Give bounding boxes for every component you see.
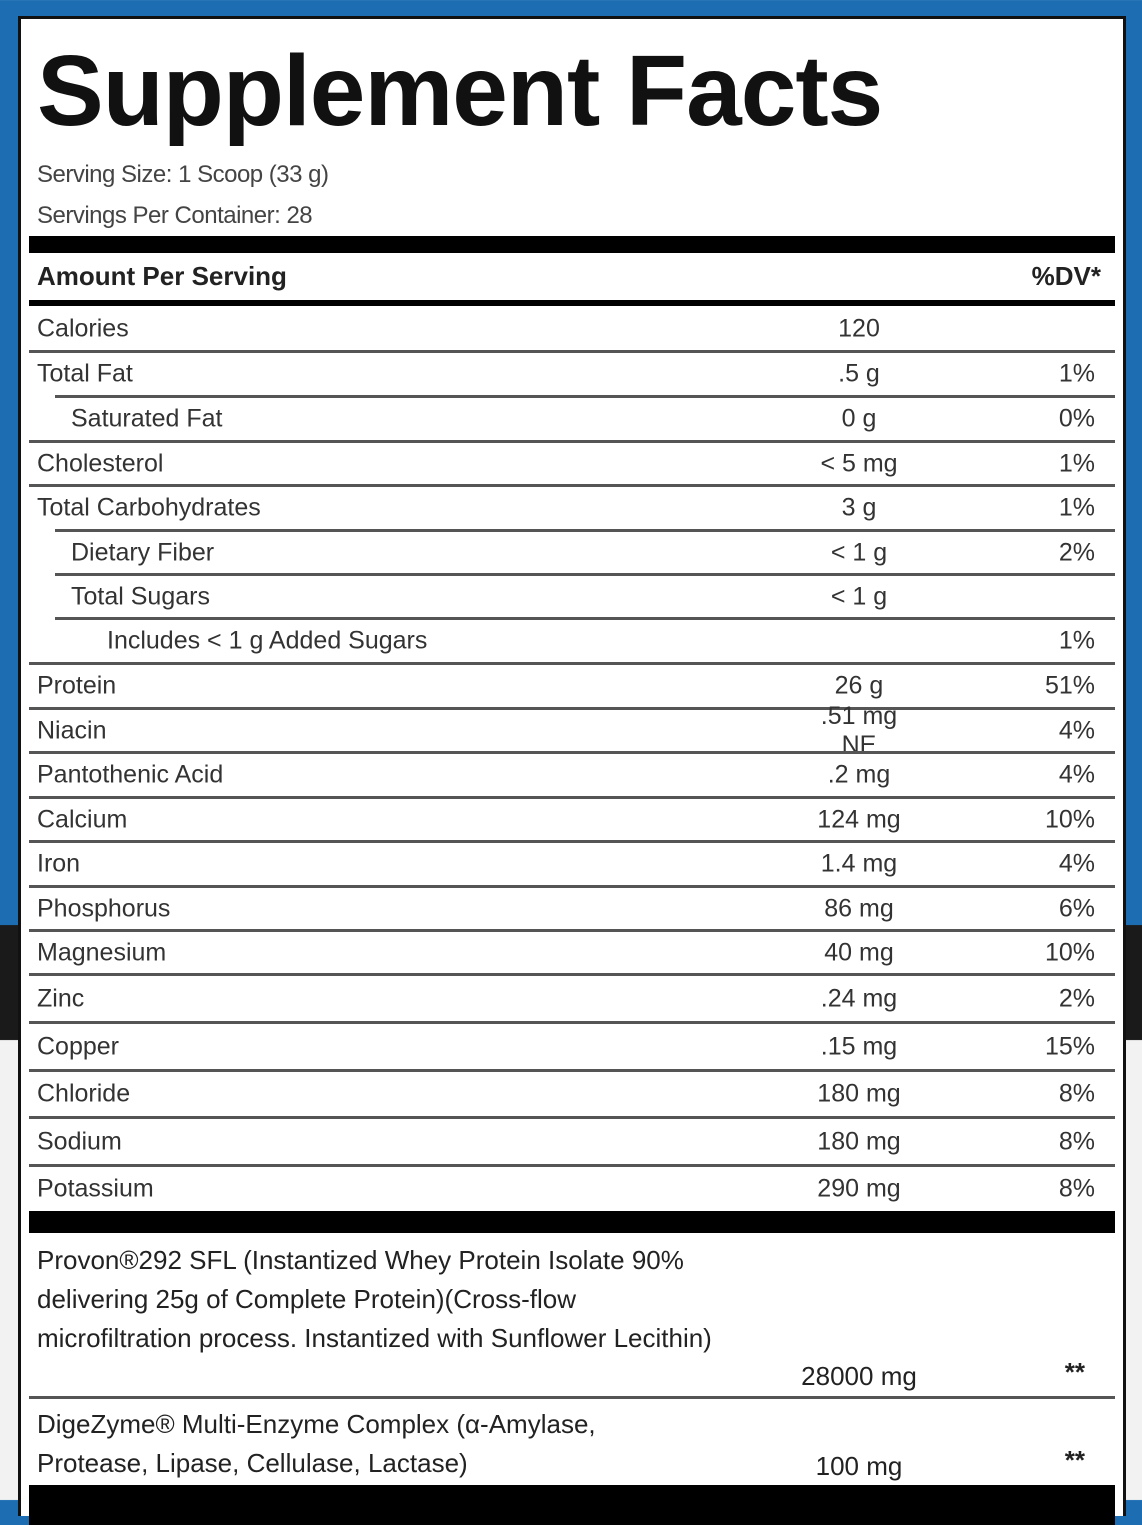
nutrient-name: Pantothenic Acid [37, 760, 224, 789]
blend-amount: 100 mg [815, 1451, 903, 1481]
nutrient-dv: 10% [1044, 938, 1095, 966]
nutrient-amount: < 1 g [830, 538, 888, 566]
nutrient-name: Potassium [37, 1174, 154, 1203]
thick-divider [29, 1485, 1115, 1525]
nutrient-row: Chloride 180 mg 8% [29, 1069, 1115, 1116]
serving-size: Serving Size: 1 Scoop (33 g) [37, 161, 329, 188]
servings-per-container: Servings Per Container: 28 [37, 202, 313, 229]
nutrient-dv: 4% [1058, 716, 1095, 744]
nutrient-name: Protein [37, 671, 117, 700]
blend-dv: ** [1064, 1357, 1085, 1387]
nutrient-row: Total Fat .5 g 1% [29, 350, 1115, 395]
table-header: Amount Per Serving %DV* [37, 261, 1101, 292]
nutrient-dv: 1% [1058, 493, 1095, 522]
nutrient-name: Copper [37, 1032, 119, 1060]
nutrient-row: Includes < 1 g Added Sugars 1% [55, 617, 1115, 662]
nutrient-amount: 180 mg [817, 1127, 901, 1155]
nutrient-dv: 8% [1058, 1127, 1095, 1155]
nutrient-name: Calcium [37, 805, 128, 833]
nutrient-row: Iron 1.4 mg 4% [29, 840, 1115, 885]
nutrient-row: Total Carbohydrates 3 g 1% [29, 484, 1115, 529]
nutrient-dv: 4% [1058, 849, 1095, 878]
nutrient-dv: 8% [1058, 1079, 1095, 1108]
nutrient-name: Total Fat [37, 359, 133, 388]
nutrient-name: Calories [37, 314, 129, 343]
nutrient-row: Calories 120 [29, 308, 1115, 350]
nutrient-dv: 2% [1058, 538, 1095, 566]
nutrient-row: Cholesterol < 5 mg 1% [29, 440, 1115, 484]
nutrient-amount: .15 mg [820, 1032, 898, 1060]
nutrient-amount: 124 mg [817, 805, 901, 833]
label-title: Supplement Facts [37, 35, 883, 147]
blend-name: Provon®292 SFL (Instantized Whey Protein… [37, 1245, 712, 1353]
nutrient-dv: 4% [1058, 760, 1095, 789]
nutrient-name: Phosphorus [37, 894, 171, 922]
blend-row: Provon®292 SFL (Instantized Whey Protein… [29, 1239, 1115, 1396]
nutrient-name: Dietary Fiber [71, 538, 215, 566]
nutrient-name: Total Sugars [71, 582, 210, 610]
nutrient-name: Chloride [37, 1079, 131, 1108]
blend-amount: 28000 mg [801, 1361, 917, 1391]
nutrient-dv: 15% [1044, 1032, 1095, 1060]
nutrient-amount: 40 mg [824, 938, 894, 966]
nutrient-row: Niacin .51 mg NE 4% [29, 702, 1115, 759]
nutrient-name: Iron [37, 849, 81, 878]
nutrient-name: Zinc [37, 984, 85, 1012]
nutrient-row: Saturated Fat 0 g 0% [55, 395, 1115, 440]
nutrient-amount: < 1 g [830, 582, 888, 610]
nutrient-dv: 8% [1058, 1174, 1095, 1203]
nutrient-row: Potassium 290 mg 8% [29, 1164, 1115, 1211]
nutrient-amount: 26 g [834, 671, 884, 700]
thick-divider [29, 236, 1115, 253]
nutrient-amount: .5 g [838, 359, 880, 388]
nutrient-amount: 0 g [841, 404, 877, 433]
nutrient-dv: 1% [1058, 359, 1095, 388]
nutrient-amount: 86 mg [824, 894, 894, 922]
nutrient-amount: 3 g [841, 493, 877, 522]
medium-divider [29, 300, 1115, 306]
nutrient-row: Protein 26 g 51% [29, 662, 1115, 707]
nutrient-row: Total Sugars < 1 g [55, 573, 1115, 617]
nutrient-row: Phosphorus 86 mg 6% [29, 885, 1115, 929]
nutrient-row: Sodium 180 mg 8% [29, 1116, 1115, 1164]
nutrient-amount: < 5 mg [820, 449, 898, 477]
nutrient-name: Niacin [37, 716, 107, 744]
nutrient-name: Magnesium [37, 938, 167, 966]
nutrient-name: Total Carbohydrates [37, 493, 261, 522]
nutrient-name: Cholesterol [37, 449, 164, 477]
nutrient-row: Dietary Fiber < 1 g 2% [55, 529, 1115, 573]
nutrient-row: Pantothenic Acid .2 mg 4% [29, 751, 1115, 796]
nutrient-dv: 0% [1058, 404, 1095, 433]
nutrient-amount: 180 mg [817, 1079, 901, 1108]
nutrient-row: Copper .15 mg 15% [29, 1021, 1115, 1069]
nutrient-amount: 120 [838, 314, 880, 343]
nutrient-row: Zinc .24 mg 2% [29, 973, 1115, 1021]
nutrient-dv: 51% [1044, 671, 1095, 700]
blend-row: DigeZyme® Multi-Enzyme Complex (α-Amylas… [29, 1396, 1115, 1486]
nutrient-amount: .24 mg [820, 984, 898, 1012]
blend-name: DigeZyme® Multi-Enzyme Complex (α-Amylas… [37, 1409, 596, 1478]
nutrient-amount: .2 mg [827, 760, 891, 789]
nutrient-dv: 10% [1044, 805, 1095, 833]
amount-per-serving-heading: Amount Per Serving [37, 261, 287, 291]
nutrient-dv: 1% [1058, 626, 1095, 655]
nutrient-name: Saturated Fat [71, 404, 223, 433]
dv-heading: %DV* [1031, 261, 1101, 291]
thick-divider [29, 1211, 1115, 1233]
nutrient-row: Magnesium 40 mg 10% [29, 929, 1115, 973]
supplement-facts-label: Supplement Facts Serving Size: 1 Scoop (… [18, 16, 1126, 1525]
nutrient-row: Calcium 124 mg 10% [29, 796, 1115, 840]
nutrient-dv: 2% [1058, 984, 1095, 1012]
nutrient-name: Includes < 1 g Added Sugars [107, 626, 428, 655]
nutrient-dv: 6% [1058, 894, 1095, 922]
nutrient-name: Sodium [37, 1127, 122, 1155]
nutrient-amount: 290 mg [817, 1174, 901, 1203]
blend-dv: ** [1064, 1445, 1085, 1475]
nutrient-dv: 1% [1058, 449, 1095, 477]
nutrient-amount: 1.4 mg [820, 849, 898, 878]
